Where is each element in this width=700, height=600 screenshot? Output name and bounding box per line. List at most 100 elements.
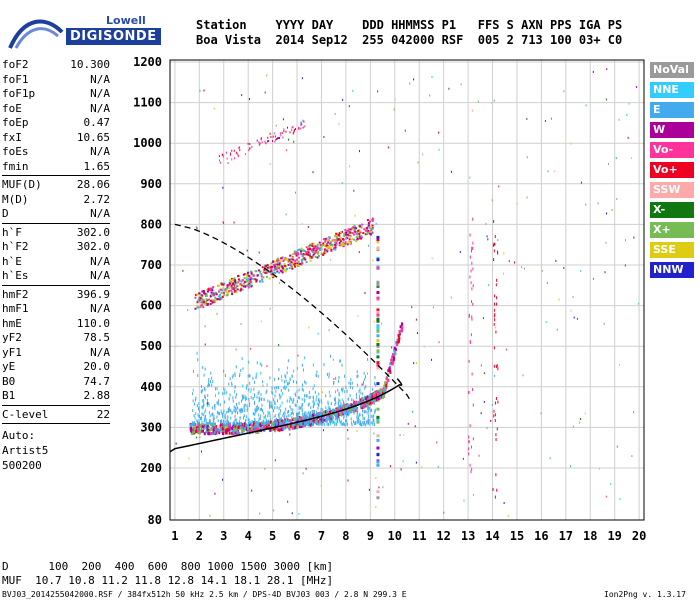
echo-point: [267, 399, 269, 403]
echo-point: [366, 233, 369, 236]
param-name: h`Es: [2, 269, 29, 282]
echo-point: [376, 339, 380, 343]
echo-point: [260, 371, 262, 375]
echo-point: [322, 242, 325, 245]
echo-point: [289, 424, 292, 428]
echo-point: [319, 244, 322, 247]
param-row: D N/A: [2, 207, 110, 222]
echo-point: [281, 422, 283, 426]
echo-point: [470, 333, 472, 337]
echo-point: [268, 270, 271, 273]
echo-point: [263, 422, 265, 426]
echo-point: [205, 302, 208, 305]
echo-point: [635, 86, 637, 89]
echo-point: [259, 422, 262, 426]
echo-point: [580, 269, 582, 272]
echo-point: [357, 411, 359, 415]
echo-point: [285, 149, 287, 152]
echo-point: [197, 299, 200, 302]
echo-point: [329, 410, 332, 414]
echo-point: [239, 283, 242, 286]
echo-point: [198, 292, 201, 295]
echo-point: [257, 423, 259, 427]
echo-point: [334, 245, 337, 248]
echo-point: [200, 450, 202, 453]
echo-point: [298, 405, 300, 409]
echo-point: [207, 288, 210, 291]
echo-point: [263, 268, 266, 271]
echo-point: [376, 396, 380, 400]
echo-point: [376, 355, 380, 359]
echo-point: [346, 414, 348, 418]
echo-point: [228, 282, 231, 285]
echo-point: [376, 420, 380, 424]
echo-point: [346, 243, 349, 246]
echo-point: [356, 407, 359, 411]
echo-point: [305, 261, 308, 264]
echo-point: [241, 425, 244, 429]
echo-point: [350, 382, 352, 386]
echo-point: [240, 407, 242, 411]
echo-point: [491, 199, 493, 202]
echo-point: [376, 496, 380, 500]
echo-point: [273, 260, 276, 263]
echo-point: [339, 359, 341, 363]
echo-point: [291, 398, 293, 402]
param-row: C-level 22: [2, 408, 110, 423]
echo-point: [278, 393, 280, 397]
echo-point: [471, 315, 473, 319]
echo-point: [491, 403, 493, 406]
echo-point: [496, 302, 498, 306]
echo-point: [290, 260, 293, 263]
echo-point: [521, 266, 523, 269]
header-line-2: Boa Vista 2014 Sep12 255 042000 RSF 005 …: [196, 33, 623, 47]
echo-point: [240, 427, 243, 431]
echo-point: [236, 422, 238, 426]
echo-point: [376, 361, 380, 365]
y-tick-label: 500: [140, 339, 162, 353]
echo-point: [250, 388, 252, 392]
echo-point: [202, 306, 205, 309]
echo-point: [246, 415, 248, 419]
echo-point: [306, 394, 308, 398]
echo-point: [251, 145, 253, 148]
echo-point: [293, 416, 295, 420]
echo-point: [362, 382, 364, 386]
echo-point: [334, 398, 336, 402]
echo-point: [341, 419, 343, 423]
echo-point: [283, 386, 285, 390]
echo-point: [302, 119, 304, 122]
echo-point: [201, 412, 203, 416]
echo-point: [278, 262, 281, 265]
echo-point: [290, 407, 292, 411]
echo-point: [353, 224, 356, 227]
echo-point: [297, 423, 300, 427]
echo-point: [376, 415, 380, 419]
echo-point: [332, 408, 334, 412]
echo-point: [217, 410, 219, 414]
echo-point: [275, 138, 277, 141]
echo-point: [245, 280, 248, 283]
echo-point: [225, 431, 228, 435]
echo-point: [321, 391, 323, 394]
echo-point: [309, 412, 311, 416]
echo-point: [276, 406, 278, 410]
echo-point: [314, 246, 317, 249]
echo-point: [269, 132, 271, 135]
echo-point: [198, 414, 200, 418]
echo-point: [287, 138, 289, 141]
echo-point: [272, 135, 274, 138]
echo-point: [233, 149, 235, 152]
echo-point: [486, 427, 488, 430]
echo-point: [213, 301, 216, 304]
echo-point: [526, 156, 528, 159]
echo-point: [305, 415, 307, 419]
echo-point: [195, 396, 197, 400]
echo-point: [242, 384, 244, 388]
legend-item: NNW: [650, 262, 694, 278]
echo-point: [276, 265, 279, 268]
echo-point: [194, 422, 196, 426]
echo-point: [268, 402, 270, 406]
echo-point: [324, 414, 326, 418]
echo-point: [284, 387, 286, 391]
